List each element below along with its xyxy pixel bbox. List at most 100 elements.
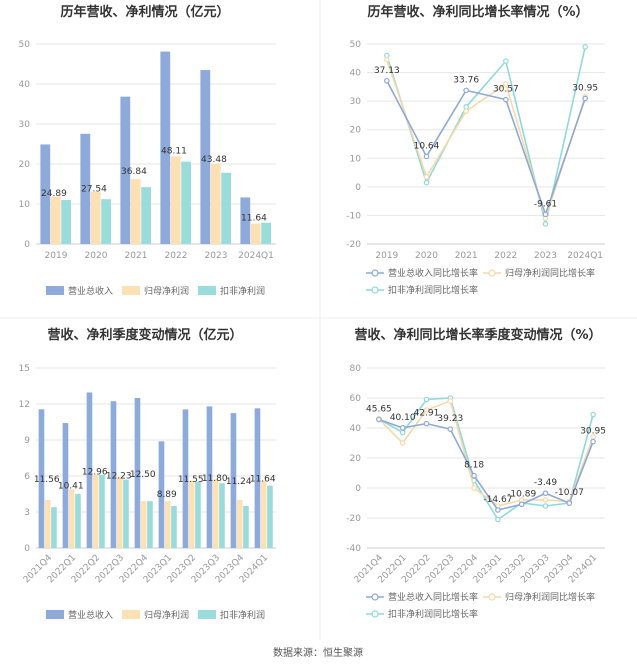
data-label: 33.76 <box>453 75 479 85</box>
bar-net-profit <box>164 501 171 548</box>
series-line-0 <box>378 418 594 511</box>
bar-net-profit <box>92 474 99 548</box>
bar-revenue <box>110 401 117 548</box>
y-tick-label: 0 <box>24 240 30 250</box>
legend-label: 营业总收入 <box>68 609 113 621</box>
bar-net-profit <box>130 179 141 244</box>
legend-marker <box>371 593 379 601</box>
series-point <box>582 44 588 50</box>
bar-revenue <box>254 408 261 548</box>
data-label: 27.54 <box>81 184 107 194</box>
data-label: 8.89 <box>157 490 177 500</box>
legend-label: 扣非净利润 <box>220 609 265 621</box>
data-label: 11.64 <box>241 214 267 224</box>
annual-bar-chart: 历年营收、净利情况（亿元） 0 10 20 30 40 50 2019 2020 2021 2022… <box>19 4 276 297</box>
data-label: 24.89 <box>41 189 67 199</box>
bar-deducted-profit <box>171 506 177 548</box>
data-label: -3.49 <box>534 478 558 488</box>
x-tick-label: 2019 <box>375 251 398 261</box>
series-point <box>399 429 406 436</box>
bar-revenue <box>206 406 213 548</box>
legend-marker <box>371 610 379 618</box>
data-label: -10.07 <box>555 488 584 498</box>
series-point <box>503 58 509 64</box>
bar-deducted-profit <box>181 161 191 244</box>
series-line-0 <box>386 80 586 217</box>
series-line-2 <box>378 397 594 521</box>
data-label: 11.24 <box>226 477 252 487</box>
legend-swatch <box>198 286 216 295</box>
series-line-2 <box>386 46 586 225</box>
y-tick-label: 50 <box>19 40 31 50</box>
legend-label: 营业总收入同比增长率 <box>388 267 478 279</box>
legend-label: 扣非净利润同比增长率 <box>388 284 478 296</box>
y-tick-label: 80 <box>350 364 362 374</box>
legend-label: 营业总收入 <box>68 285 113 297</box>
bar-revenue <box>62 423 69 548</box>
series-point <box>518 501 525 508</box>
y-tick-label: 40 <box>350 69 362 79</box>
legend-swatch <box>46 610 64 619</box>
bar-net-profit <box>140 501 147 548</box>
bar-deducted-profit <box>267 485 273 548</box>
y-tick-label: 10 <box>350 154 362 164</box>
series-point <box>542 221 549 227</box>
y-tick-label: 40 <box>19 80 31 90</box>
bar-deducted-profit <box>195 482 201 548</box>
series-point <box>423 407 430 413</box>
y-tick-label: 0 <box>355 183 361 193</box>
series-point <box>447 426 454 432</box>
bar-deducted-profit <box>141 187 151 244</box>
data-label: 42.91 <box>414 409 440 419</box>
data-label: 11.64 <box>250 475 276 485</box>
legend-label: 归母净利润同比增长率 <box>505 267 595 279</box>
legend-swatch <box>46 286 64 295</box>
x-tick-label: 2023 <box>534 251 557 261</box>
series-point <box>423 179 430 186</box>
bar-deducted-profit <box>219 483 225 548</box>
data-source: 数据来源：恒生聚源 <box>273 646 363 659</box>
legend-label: 归母净利润同比增长率 <box>505 591 595 603</box>
bar-deducted-profit <box>221 172 231 244</box>
series-point <box>542 503 549 509</box>
bar-revenue <box>158 441 165 548</box>
y-tick-label: 9 <box>24 436 30 446</box>
series-point <box>542 211 549 218</box>
bar-revenue <box>134 398 141 548</box>
bar-net-profit <box>188 480 195 548</box>
series-point <box>384 77 390 84</box>
series-point <box>423 420 430 427</box>
legend-swatch <box>122 286 140 295</box>
data-label: 48.11 <box>161 146 187 156</box>
series-point <box>376 416 382 423</box>
data-label: -14.67 <box>483 495 512 505</box>
series-point <box>582 95 588 102</box>
y-tick-label: 15 <box>19 364 30 374</box>
bar-deducted-profit <box>123 479 129 548</box>
x-tick-label: 2022 <box>494 251 517 261</box>
y-tick-label: 20 <box>19 160 31 170</box>
legend-marker <box>488 269 496 277</box>
series-point <box>566 500 573 506</box>
quarterly-line-chart: 营收、净利同比增长率季度变动情况（%）-40-200204060802021Q4… <box>346 327 606 620</box>
annual-line-chart: 历年营收、净利同比增长率情况（%） -20 -10 0 10 20 30 40 50 2019 20… <box>346 4 605 296</box>
y-tick-label: 30 <box>350 97 362 107</box>
y-tick-label: 0 <box>355 484 361 494</box>
data-label: 30.95 <box>572 83 598 93</box>
data-label: 11.56 <box>34 475 60 485</box>
bar-deducted-profit <box>261 222 271 244</box>
bar-net-profit <box>90 192 101 244</box>
y-tick-label: 50 <box>350 40 362 50</box>
bar-deducted-profit <box>75 494 81 548</box>
series-point <box>495 507 501 513</box>
y-tick-label: 20 <box>350 454 362 464</box>
series-point <box>471 472 477 479</box>
series-point <box>384 56 390 63</box>
legend-label: 归母净利润 <box>144 285 189 297</box>
bar-deducted-profit <box>51 507 57 548</box>
x-tick-label: 2019 <box>45 251 68 261</box>
bar-net-profit <box>170 156 181 244</box>
bar-deducted-profit <box>101 199 111 244</box>
data-label: 12.23 <box>106 471 132 481</box>
data-label: 11.80 <box>202 474 228 484</box>
